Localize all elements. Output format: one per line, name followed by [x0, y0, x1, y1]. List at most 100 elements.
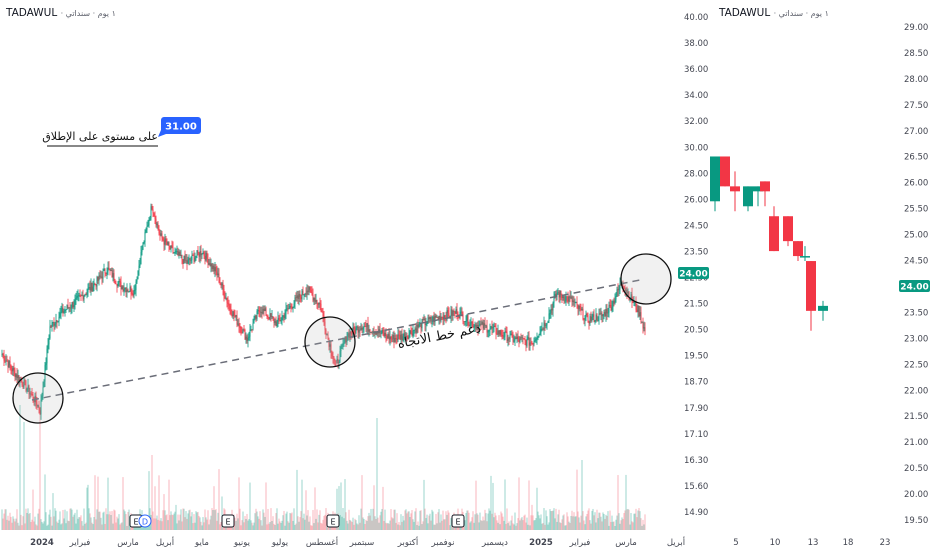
- candle-body: [147, 225, 149, 227]
- volume-bar: [620, 520, 622, 530]
- volume-bar: [612, 521, 614, 530]
- event-marker-earnings[interactable]: [221, 514, 235, 528]
- x-tick-label: مارس: [117, 538, 139, 548]
- event-marker-earnings[interactable]: [451, 514, 465, 528]
- volume-bar: [353, 524, 355, 530]
- volume-bar: [366, 520, 368, 530]
- volume-bar: [118, 514, 120, 530]
- candle-body: [256, 311, 258, 319]
- volume-bar: [176, 523, 178, 530]
- volume-bar: [628, 509, 630, 530]
- volume-bar: [264, 516, 266, 530]
- candle-body: [142, 242, 144, 250]
- volume-bar: [114, 510, 116, 530]
- candle-body: [641, 322, 643, 324]
- candle-body: [113, 273, 115, 281]
- volume-bar: [307, 510, 309, 530]
- volume-bar: [124, 511, 126, 530]
- candle-body: [116, 284, 118, 287]
- candle-body: [83, 295, 85, 300]
- volume-bar: [609, 510, 611, 530]
- candle-body: [165, 238, 167, 243]
- candle-body: [320, 303, 322, 312]
- candle-body: [173, 252, 175, 254]
- candle-body: [456, 309, 458, 316]
- side-chart-svg[interactable]: 29.00 28.50 28.00 27.50 27.00 26.50 26.00 25.50…: [710, 0, 932, 550]
- candle-body: [237, 323, 239, 325]
- volume-bar: [493, 517, 495, 530]
- candle-body: [501, 335, 503, 336]
- event-marker-earnings[interactable]: [326, 514, 340, 528]
- candle-body: [339, 351, 341, 362]
- candle-body: [31, 393, 33, 395]
- volume-bar: [125, 514, 127, 530]
- volume-bar: [345, 512, 347, 530]
- candle-body: [73, 305, 75, 308]
- candle-body: [38, 405, 40, 411]
- volume-bar: [585, 516, 587, 530]
- volume-bar: [234, 517, 236, 530]
- candle-body: [265, 308, 267, 316]
- volume-bar: [394, 509, 396, 530]
- side-y-tick-label: 25.50: [904, 205, 928, 215]
- volume-bar: [435, 513, 437, 530]
- volume-bar: [175, 504, 177, 530]
- volume-bar: [96, 509, 98, 530]
- main-chart-panel[interactable]: TADAWUL · ١ يوم · سنداتي دعم خط الاتجاه …: [0, 0, 710, 550]
- candle-body: [512, 336, 514, 342]
- candle-body: [186, 260, 188, 264]
- side-y-tick-label: 20.00: [904, 490, 928, 500]
- volume-bar: [303, 513, 305, 530]
- volume-bar: [596, 509, 598, 530]
- volume-bar: [422, 521, 424, 530]
- volume-bar: [498, 515, 500, 530]
- volume-bar: [43, 521, 45, 530]
- candle-body: [208, 262, 210, 265]
- candle-body: [410, 330, 412, 334]
- volume-bar: [358, 515, 360, 530]
- main-chart-svg[interactable]: دعم خط الاتجاه على مستوى على الإطلاق 31.…: [0, 0, 710, 550]
- volume-bar: [268, 523, 270, 530]
- volume-bar: [48, 514, 50, 530]
- candle-body: [55, 320, 57, 324]
- volume-bar: [563, 514, 565, 530]
- side-chart-panel[interactable]: TADAWUL · ١ يوم · سنداتي 29.00 28.50 28.00…: [710, 0, 932, 550]
- candle-body: [552, 302, 554, 311]
- volume-bar: [639, 511, 641, 530]
- candle-body: [562, 296, 564, 298]
- candle-body: [43, 381, 45, 388]
- volume-bar: [30, 521, 32, 530]
- price-candles: [1, 203, 646, 420]
- volume-bar: [236, 513, 238, 530]
- candle-body: [420, 322, 422, 329]
- volume-bar: [522, 520, 524, 530]
- volume-bar: [466, 510, 468, 530]
- side-candle-body: [800, 256, 810, 258]
- candle-body: [325, 329, 327, 335]
- volume-bar: [530, 515, 532, 530]
- event-marker-dividend[interactable]: [138, 514, 152, 528]
- candle-body: [139, 264, 141, 266]
- side-candle-body: [730, 186, 740, 192]
- volume-bar: [286, 511, 288, 530]
- candle-body: [453, 310, 455, 312]
- volume-bar: [597, 518, 599, 530]
- volume-bar: [323, 515, 325, 530]
- candle-body: [541, 328, 543, 330]
- candle-body: [69, 307, 71, 309]
- candle-body: [149, 218, 151, 220]
- trend-line[interactable]: [31, 279, 641, 401]
- volume-bar: [548, 522, 550, 530]
- volume-bar: [527, 524, 529, 530]
- candle-body: [554, 294, 556, 298]
- volume-bar: [292, 520, 294, 530]
- volume-bar: [69, 508, 71, 530]
- volume-bar: [7, 515, 9, 530]
- candle-body: [499, 330, 501, 335]
- candle-body: [26, 388, 28, 391]
- candle-body: [396, 338, 398, 341]
- candle-body: [307, 290, 309, 292]
- candle-body: [274, 320, 276, 323]
- volume-bar: [424, 508, 426, 530]
- candle-body: [557, 292, 559, 294]
